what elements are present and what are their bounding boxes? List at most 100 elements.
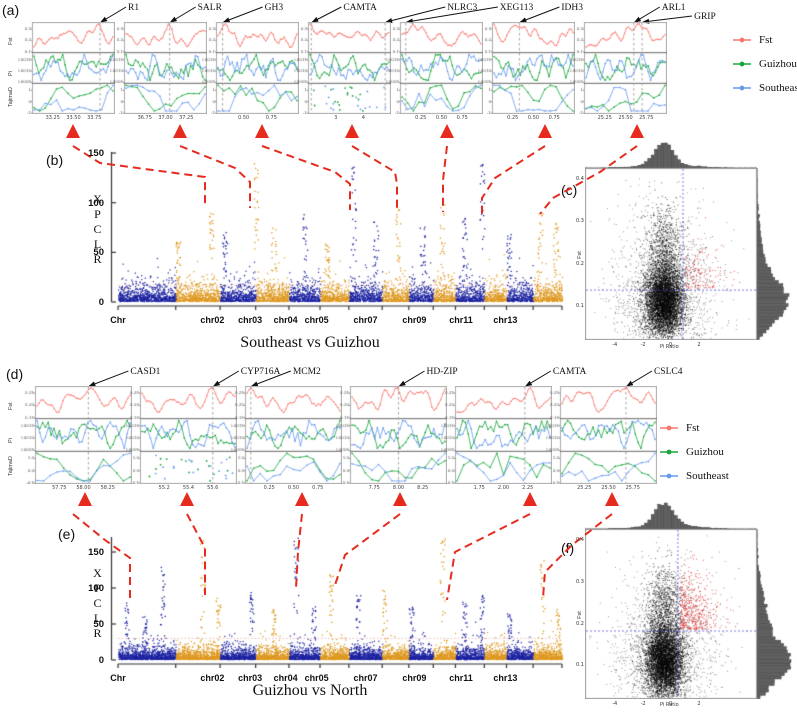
c-xlabel: Pi Ratio — [660, 344, 679, 350]
gene-arrow — [88, 370, 129, 387]
sweep-plot-d3[interactable] — [231, 386, 342, 484]
peak-arrowhead — [393, 492, 407, 506]
sweep-plot-a2[interactable] — [110, 22, 207, 114]
x-tick-label: 0.50 — [435, 115, 448, 121]
gene-label-mcm2: MCM2 — [293, 367, 321, 377]
peak-arrowhead — [78, 492, 92, 506]
scatter-y-tick: 0.3 — [576, 218, 584, 225]
gene-label-camta: CAMTA — [343, 3, 377, 13]
x-tick-label: 0.50 — [238, 115, 250, 121]
track-label-pi: Pi — [8, 438, 14, 443]
chrom-label-chr04: chr04 — [273, 315, 298, 325]
scatter-y-tick: 0.1 — [576, 662, 584, 669]
sweep-plot-a6[interactable] — [478, 22, 575, 114]
x-tick-label: 57.75 — [52, 485, 67, 491]
legend-marker-guizhou — [660, 449, 678, 455]
sweep-plot-a5[interactable] — [386, 22, 483, 114]
chrom-label-chr02: chr02 — [200, 315, 225, 325]
chrom-label-chr05: chr05 — [304, 315, 329, 325]
scatter-x-tick: -4 — [612, 701, 618, 707]
y-tick-0: 0 — [98, 297, 104, 308]
gene-label-cslc4: CSLC4 — [654, 367, 683, 377]
y-tick-100: 100 — [88, 583, 104, 594]
y-tick-150: 150 — [88, 148, 104, 160]
legend-item-southeast: Southeast — [660, 464, 729, 488]
y-tick-100: 100 — [88, 197, 104, 209]
gene-label-arl1: ARL1 — [662, 3, 686, 13]
legend-label: Guizhou — [759, 58, 797, 70]
c-scatter-plot[interactable] — [585, 168, 757, 340]
peak-arrowhead — [523, 492, 537, 506]
legend-label: Southeast — [686, 470, 729, 482]
x-tick-label: 25.50 — [618, 115, 633, 121]
panel-label-a: (a) — [2, 2, 20, 18]
x-tick-label: 25.25 — [577, 485, 592, 491]
legend-marker-fst — [660, 425, 678, 431]
f-scatter-plot[interactable] — [585, 529, 757, 699]
chrom-label-chr03: chr03 — [238, 673, 263, 683]
legend-dot — [739, 37, 745, 43]
x-tick-label: 4 — [361, 115, 365, 121]
x-tick-label: 3 — [334, 115, 338, 121]
x-tick-label: 2.25 — [522, 485, 534, 491]
x-tick-label: 37.25 — [179, 115, 194, 121]
x-tick-label: 55.4 — [182, 485, 195, 491]
f-ylabel: Fst — [576, 611, 583, 619]
gene-arrow — [519, 6, 560, 23]
gene-arrow — [633, 6, 661, 23]
sweep-plot-a4[interactable] — [294, 22, 391, 114]
legend-label: Fst — [759, 34, 773, 46]
legend-item-southeast: Southeast — [733, 76, 797, 100]
c-ylabel: Fst — [576, 251, 583, 259]
scatter-x-tick: -2 — [640, 342, 646, 348]
track-label-pi: Pi — [8, 71, 14, 76]
x-tick-label: 36.75 — [137, 115, 152, 121]
x-tick-label: 33.25 — [45, 115, 60, 121]
legend-label: Southeast — [759, 82, 797, 94]
manhattan-plot-b[interactable] — [110, 150, 565, 318]
x-tick-label: 25.50 — [601, 485, 616, 491]
sweep-plot-d1[interactable] — [21, 386, 132, 484]
gene-arrow — [169, 6, 196, 23]
panel-label-d: (d) — [6, 366, 24, 382]
x-tick-label: 58.25 — [100, 485, 115, 491]
x-tick-label: 0.25 — [415, 115, 427, 121]
scatter-y-tick: 0.2 — [576, 620, 584, 627]
x-tick-label: 0.75 — [265, 115, 277, 121]
scatter-x-tick: 2 — [697, 701, 701, 707]
legend-marker-fst — [733, 37, 751, 43]
chrom-label-chr07: chr07 — [353, 315, 378, 325]
gene-label-hd-zip: HD-ZIP — [427, 367, 458, 377]
gene-label-nlrc3: NLRC3 — [447, 3, 477, 13]
legend-label: Fst — [686, 422, 700, 434]
track-label-fst: Fst — [8, 402, 14, 411]
x-tick-label: 8.00 — [392, 485, 405, 491]
x-tick-label: 0.75 — [456, 115, 468, 121]
sweep-plot-a1[interactable] — [18, 22, 115, 114]
sweep-plot-d4[interactable] — [336, 386, 447, 484]
sweep-plot-a3[interactable] — [202, 22, 299, 114]
gene-arrow — [212, 370, 240, 387]
scatter-x-tick: -2 — [640, 701, 646, 707]
manhattan-plot-e[interactable] — [110, 535, 565, 668]
sweep-plot-a7[interactable] — [570, 22, 667, 114]
scatter-y-tick: 0.4 — [576, 176, 584, 183]
peak-arrowhead — [255, 124, 269, 138]
peak-arrowhead — [295, 492, 309, 506]
gene-arrow — [398, 370, 425, 387]
legend-label: Guizhou — [686, 446, 724, 458]
y-tick-50: 50 — [93, 619, 104, 630]
f-right-histogram — [757, 529, 793, 699]
x-tick-label: 0.25 — [263, 485, 275, 491]
peak-arrowhead — [180, 492, 194, 506]
sweep-plot-d6[interactable] — [546, 386, 657, 484]
sweep-plot-d2[interactable] — [126, 386, 237, 484]
peak-arrowhead — [630, 124, 644, 138]
y-tick-0: 0 — [98, 655, 104, 666]
legend-marker-southeast — [660, 473, 678, 479]
legend-panel-a: Fst Guizhou Southeast — [733, 28, 797, 100]
scatter-y-tick: 0.4 — [576, 537, 584, 544]
sweep-plot-d5[interactable] — [441, 386, 552, 484]
legend-item-fst: Fst — [733, 28, 797, 52]
